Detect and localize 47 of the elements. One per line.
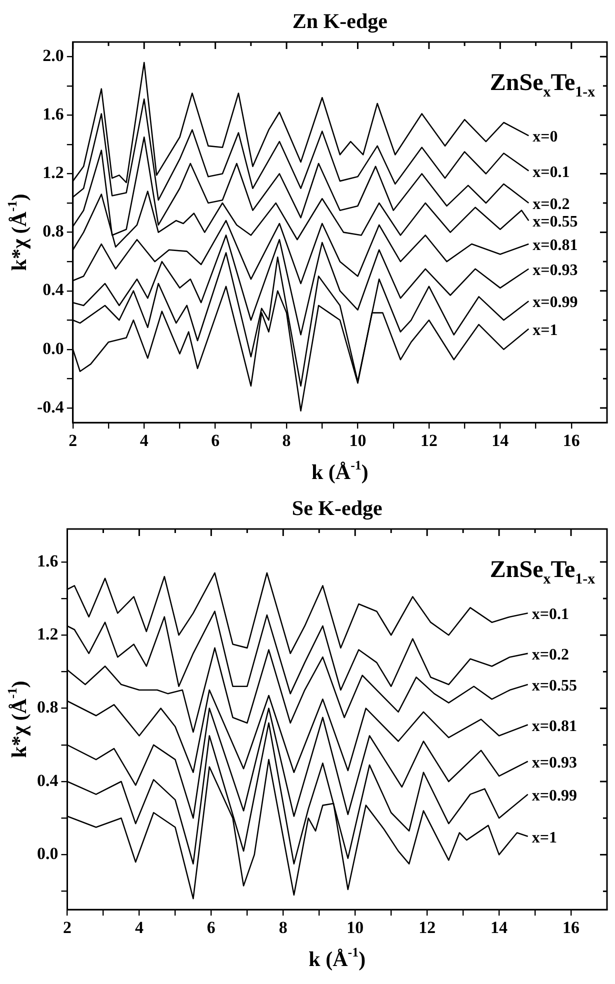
series-label: x=0.2 xyxy=(532,646,569,664)
x-tick-label: 16 xyxy=(562,918,580,938)
y-tick-label: 0.4 xyxy=(42,280,64,300)
series-label: x=0.55 xyxy=(532,678,577,695)
series-label: x=0.93 xyxy=(532,754,577,772)
series-label: x=0.1 xyxy=(532,606,569,624)
y-tick-label: 0.0 xyxy=(37,844,58,864)
legend-label: x=0.93 xyxy=(532,262,578,279)
y-tick-label: 0.8 xyxy=(37,698,58,717)
y-tick-label: 0.8 xyxy=(42,222,64,241)
chart-title: Se K-edge xyxy=(292,496,382,520)
series-label: x=1 xyxy=(532,829,557,846)
x-tick-label: 4 xyxy=(134,918,144,938)
legend-label: x=0.55 xyxy=(532,214,578,231)
x-tick-label: 8 xyxy=(282,431,291,450)
x-tick-label: 6 xyxy=(206,918,216,938)
x-tick-label: 10 xyxy=(346,918,364,938)
series-label: x=0.99 xyxy=(532,294,578,312)
y-axis-title: k*χ (Å-1) xyxy=(4,680,31,758)
x-tick-label: 6 xyxy=(211,431,220,450)
y-tick-label: 0.4 xyxy=(37,770,59,790)
x-tick-label: 12 xyxy=(418,918,436,938)
series-label: x=0 xyxy=(532,128,558,146)
x-tick-label: 10 xyxy=(349,431,366,450)
series-label: x=1 xyxy=(532,322,558,339)
y-tick-label: 2.0 xyxy=(42,46,64,66)
x-tick-label: 4 xyxy=(140,431,149,450)
y-tick-label: 1.6 xyxy=(42,104,64,124)
y-tick-label: 1.2 xyxy=(42,163,64,182)
x-tick-label: 14 xyxy=(490,918,508,938)
y-axis-title: k*χ (Å-1) xyxy=(4,194,31,271)
x-tick-label: 12 xyxy=(420,431,438,450)
chart-title: Zn K-edge xyxy=(292,9,388,33)
legend-label: x=0.2 xyxy=(532,196,570,214)
x-tick-label: 2 xyxy=(63,918,72,938)
y-tick-label: 0.0 xyxy=(42,338,64,358)
series-label: x=0.99 xyxy=(532,787,577,804)
y-tick-label: -0.4 xyxy=(36,397,64,416)
y-tick-label: 1.2 xyxy=(37,624,58,644)
series-label: x=0.81 xyxy=(532,237,578,254)
x-tick-label: 16 xyxy=(562,431,580,450)
x-tick-label: 14 xyxy=(492,431,510,450)
x-tick-label: 2 xyxy=(68,431,78,450)
legend-label: x=0.1 xyxy=(532,164,570,181)
x-tick-label: 8 xyxy=(278,918,288,938)
y-tick-label: 1.6 xyxy=(37,551,58,570)
series-label: x=0.81 xyxy=(532,718,577,735)
